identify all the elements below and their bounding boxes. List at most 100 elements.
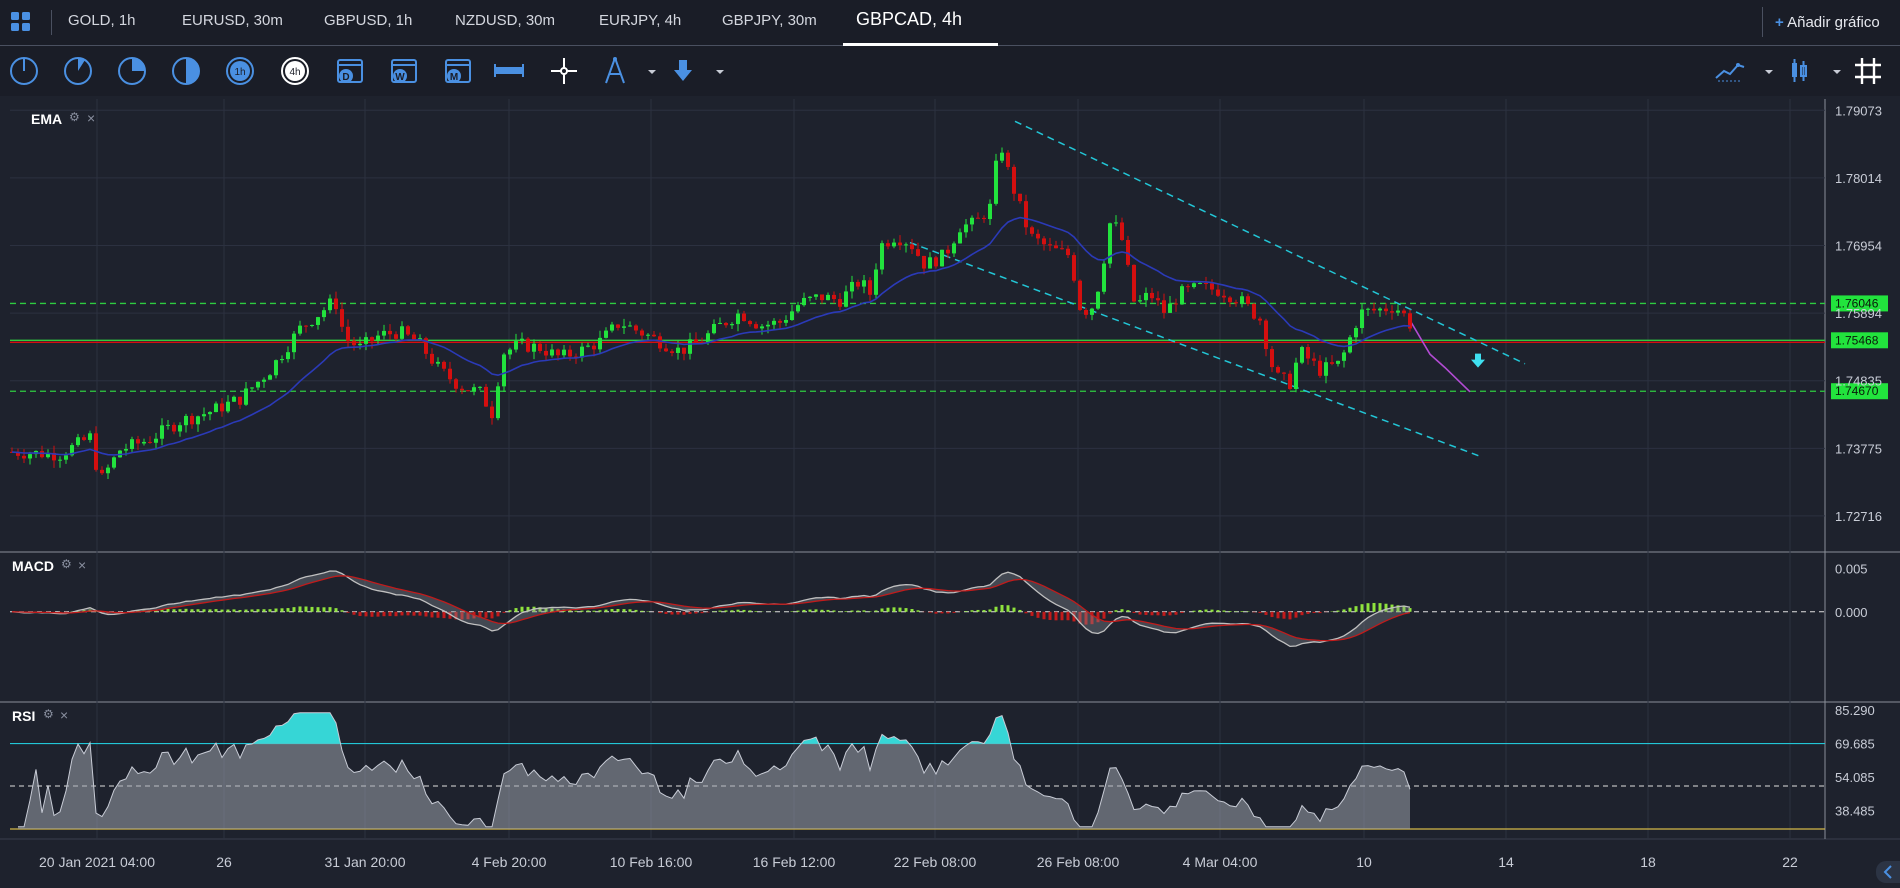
candle-body [898, 243, 902, 246]
candle-body [550, 350, 554, 356]
tab-eurusd-30m[interactable]: EURUSD, 30m [182, 12, 283, 29]
candle-body [322, 310, 326, 317]
candle-body [868, 280, 872, 295]
candle-body [964, 224, 968, 232]
ema-close-icon[interactable]: × [87, 110, 95, 126]
drawing-tools-icon[interactable] [598, 54, 632, 88]
chart-toolbar: 1h 4h D W M [0, 46, 1900, 96]
timeframe-weekly-icon[interactable]: W [387, 54, 421, 88]
candle-body [406, 326, 410, 334]
candle-body [1120, 222, 1124, 240]
candle-body [646, 335, 650, 336]
grid-toggle-icon[interactable] [1851, 54, 1885, 88]
candle-body [262, 380, 266, 382]
timeframe-1h-icon[interactable]: 1h [223, 54, 257, 88]
rsi-axis-label: 85.290 [1835, 703, 1875, 718]
timeframe-daily-icon[interactable]: D [333, 54, 367, 88]
macd-histogram-bar [845, 611, 848, 612]
candle-body [724, 323, 728, 325]
candle-body [28, 454, 32, 458]
add-chart-button[interactable]: + Añadir gráfico [1762, 7, 1893, 37]
drawing-dropdown-chevron-icon[interactable] [635, 54, 651, 88]
macd-histogram-bar [983, 610, 986, 612]
candle-body [838, 299, 842, 307]
candle-body [190, 416, 194, 424]
macd-histogram-bar [233, 609, 236, 611]
candle-body [1210, 283, 1214, 289]
tab-nzdusd-30m[interactable]: NZDUSD, 30m [455, 12, 555, 29]
tab-gbpusd-1h[interactable]: GBPUSD, 1h [324, 12, 412, 29]
macd-histogram-bar [1013, 608, 1016, 612]
candle-body [478, 387, 482, 388]
macd-histogram-bar [599, 610, 602, 612]
candle-body [820, 294, 824, 300]
candle-body [562, 350, 566, 356]
plus-icon: + [1775, 14, 1784, 31]
tab-gold-1h[interactable]: GOLD, 1h [68, 12, 136, 29]
rsi-settings-icon[interactable]: ⚙ [43, 707, 54, 721]
macd-histogram-bar [1265, 612, 1268, 615]
candle-body [670, 351, 674, 353]
macd-histogram-bar [1103, 612, 1106, 619]
macd-settings-icon[interactable]: ⚙ [61, 557, 72, 571]
chart-type-dropdown-chevron-icon[interactable] [1752, 54, 1768, 88]
timeframe-30m-icon[interactable] [169, 54, 203, 88]
timeframe-1m-icon[interactable] [7, 54, 41, 88]
timeframe-15m-icon[interactable] [115, 54, 149, 88]
candle-body [844, 291, 848, 306]
macd-histogram-bar [311, 607, 314, 612]
rsi-close-icon[interactable]: × [60, 707, 68, 723]
macd-histogram-bar [293, 607, 296, 612]
line-chart-type-icon[interactable] [1713, 54, 1747, 88]
macd-histogram-bar [1307, 612, 1310, 614]
scroll-right-chevron-icon[interactable] [1876, 861, 1900, 883]
macd-panel-label: MACD [12, 558, 54, 574]
macd-close-icon[interactable]: × [78, 557, 86, 573]
macd-histogram-bar [1205, 610, 1208, 612]
tab-eurjpy-4h[interactable]: EURJPY, 4h [599, 12, 681, 29]
price-axis-label: 1.79073 [1835, 103, 1882, 118]
candle-body [982, 218, 986, 219]
timeframe-4h-icon[interactable]: 4h [278, 54, 312, 88]
macd-histogram-bar [179, 609, 182, 612]
candle-body [1306, 347, 1310, 359]
macd-histogram-bar [635, 610, 638, 612]
tab-gbpcad-4h[interactable]: GBPCAD, 4h [856, 9, 962, 30]
timeframe-monthly-icon[interactable]: M [441, 54, 475, 88]
candle-body [292, 334, 296, 353]
macd-histogram-bar [689, 612, 692, 614]
candles-style-icon[interactable] [1782, 54, 1816, 88]
time-axis-label: 16 Feb 12:00 [753, 854, 836, 870]
time-axis-label: 18 [1640, 854, 1656, 870]
candle-body [640, 330, 644, 335]
macd-histogram-bar [1031, 612, 1034, 616]
macd-histogram-bar [1343, 609, 1346, 611]
candle-body [1222, 296, 1226, 298]
macd-histogram-bar [227, 610, 230, 612]
time-axis-label: 26 Feb 08:00 [1037, 854, 1120, 870]
candle-body [892, 243, 896, 247]
timeframe-5m-icon[interactable] [61, 54, 95, 88]
apps-grid-icon[interactable] [10, 11, 32, 33]
tab-gbpjpy-30m[interactable]: GBPJPY, 30m [722, 12, 817, 29]
macd-histogram-bar [389, 612, 392, 616]
macd-histogram-bar [497, 612, 500, 617]
range-icon[interactable] [492, 54, 526, 88]
candle-body [166, 425, 170, 426]
candle-body [556, 350, 560, 356]
ema-settings-icon[interactable]: ⚙ [69, 110, 80, 124]
price-level-tag-label: 1.75468 [1835, 333, 1879, 347]
macd-histogram-bar [431, 612, 434, 618]
candles-dropdown-chevron-icon[interactable] [1820, 54, 1836, 88]
arrow-dropdown-chevron-icon[interactable] [703, 54, 719, 88]
arrow-marker-icon[interactable] [666, 54, 700, 88]
candle-body [1378, 309, 1382, 311]
macd-histogram-bar [587, 610, 590, 611]
macd-histogram-bar [611, 609, 614, 612]
candle-body [544, 351, 548, 356]
macd-histogram-bar [1157, 612, 1160, 616]
crosshair-icon[interactable] [547, 54, 581, 88]
price-axis-label: 1.78014 [1835, 171, 1882, 186]
